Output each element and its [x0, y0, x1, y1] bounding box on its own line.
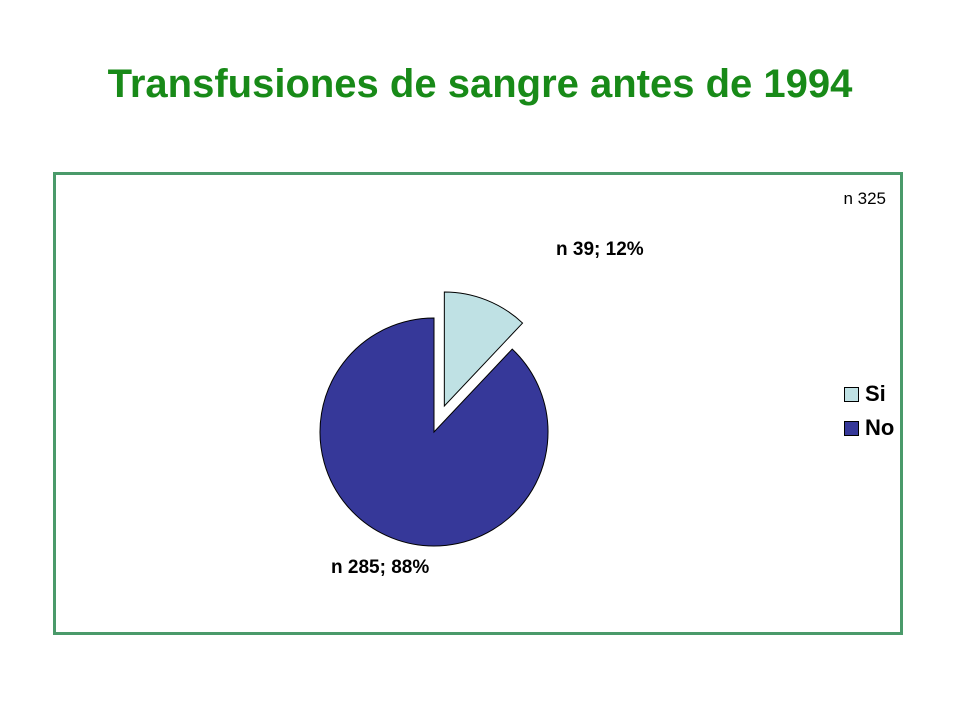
legend-label-si: Si: [865, 381, 886, 406]
pie-chart: n 39; 12% n 285; 88%: [319, 239, 644, 578]
pie-slice-no: [319, 317, 549, 547]
legend: Si No: [844, 377, 894, 445]
pie-slice-si: [443, 291, 524, 408]
chart-title: Transfusiones de sangre antes de 1994: [107, 62, 853, 106]
legend-swatch-no: [844, 420, 859, 436]
chart-area: n 39; 12% n 285; 88% n 325 Si No: [53, 172, 903, 635]
slice-label-si: n 39; 12%: [556, 239, 644, 260]
legend-item-si: Si: [844, 377, 894, 411]
total-note: n 325: [843, 189, 886, 208]
legend-swatch-si: [844, 386, 859, 402]
legend-label-no: No: [865, 415, 895, 440]
slice-label-no: n 285; 88%: [331, 557, 429, 578]
legend-item-no: No: [844, 411, 894, 445]
